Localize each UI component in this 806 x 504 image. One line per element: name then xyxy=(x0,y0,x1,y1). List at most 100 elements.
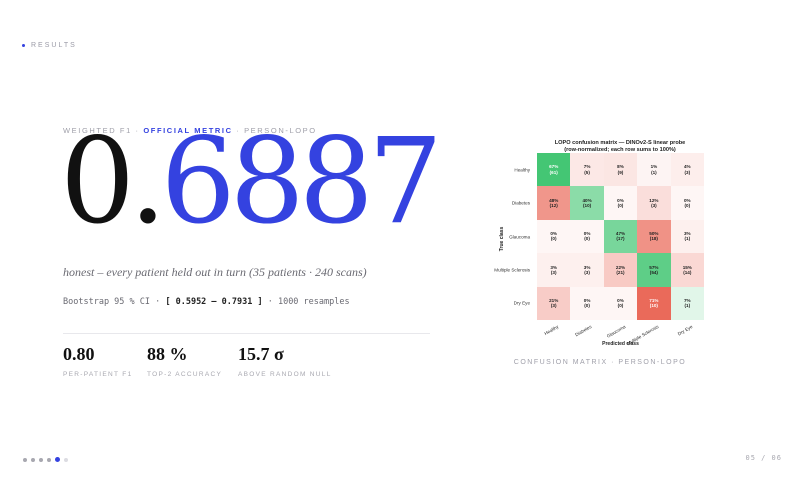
stat-value: 15.7 σ xyxy=(238,344,284,364)
cm-row-label: Dry Eye xyxy=(513,300,530,306)
pager-dot[interactable] xyxy=(55,457,60,462)
pager-dot[interactable] xyxy=(31,457,35,462)
cm-cell-error: 1% (1) xyxy=(637,153,671,187)
cm-cell-error: 48% (12) xyxy=(537,186,571,220)
cm-cell-percent: 8% xyxy=(617,164,624,170)
cm-cell-error: 15% (14) xyxy=(670,253,704,287)
stat-value: 0.80 xyxy=(63,344,95,364)
cm-caption: CONFUSION MATRIX · PERSON-LOPO xyxy=(513,359,687,366)
cm-col-label: Diabetes xyxy=(574,324,593,338)
cm-row-label: Healthy xyxy=(514,167,530,173)
cm-cell-count: (5) xyxy=(584,169,590,175)
stat-label: TOP-2 ACCURACY xyxy=(147,371,223,378)
cm-cell-count: (3) xyxy=(550,303,557,309)
cm-cell-count: (0) xyxy=(584,236,590,242)
cm-cell-percent: 48% xyxy=(549,197,559,203)
stat-label: ABOVE RANDOM NULL xyxy=(238,371,332,378)
cm-col-label: Glaucoma xyxy=(605,324,627,339)
cm-cell-percent: 57% xyxy=(649,264,659,270)
cm-cell-percent: 3% xyxy=(683,231,691,237)
cm-cell-count: (0) xyxy=(617,303,624,309)
cm-cell-count: (3) xyxy=(684,169,691,175)
pager-dot[interactable] xyxy=(64,457,68,462)
cm-cell-error: 0% (0) xyxy=(603,286,638,320)
cm-cell-percent: 1% xyxy=(650,164,658,170)
cm-cell-count: (14) xyxy=(683,269,692,275)
stat-value: 88 % xyxy=(147,344,188,364)
pager-dot[interactable] xyxy=(23,457,27,462)
cm-cell-error: 8% (9) xyxy=(603,153,638,187)
cm-cell-count: (12) xyxy=(549,203,558,209)
cm-cell-count: (21) xyxy=(616,269,625,275)
cm-cell-count: (3) xyxy=(550,269,557,275)
cm-cell-error: 50% (18) xyxy=(637,219,671,254)
cm-cell-percent: 0% xyxy=(583,231,591,237)
cm-title-line1: LOPO confusion matrix — DINOv2-S linear … xyxy=(554,140,686,146)
cm-cell-error: 0% (0) xyxy=(570,286,604,320)
cm-cell-error: 0% (0) xyxy=(603,186,638,220)
cm-cell-error: 0% (0) xyxy=(537,219,571,254)
cm-cell-percent: 15% xyxy=(682,264,692,270)
stat-label: PER-PATIENT F1 xyxy=(63,371,133,378)
eyebrow-metric: WEIGHTED F1 · xyxy=(63,126,140,135)
cm-cell-percent: 67% xyxy=(549,164,559,170)
cm-cell-count: (0) xyxy=(550,236,557,242)
cm-cell-correct: 40% (10) xyxy=(570,186,604,220)
confusion-matrix: 67% (61) 7% (5) 8% (9) 1% (1) 4% (3) 48% (12) 40% (10… xyxy=(537,153,704,320)
cm-cell-percent: 12% xyxy=(649,197,659,203)
cm-cell-correct: 7% (1) xyxy=(670,286,704,320)
metric-note: honest – every patient held out in turn … xyxy=(63,265,367,279)
divider xyxy=(63,333,430,334)
cm-col-label: Dry Eye xyxy=(676,324,694,337)
cm-cell-correct: 47% (17) xyxy=(603,219,638,254)
cm-cell-percent: 71% xyxy=(649,298,659,304)
bullet-icon xyxy=(22,44,25,47)
cm-cell-percent: 3% xyxy=(583,264,591,270)
cm-cell-error: 0% (0) xyxy=(670,186,704,220)
cm-cell-count: (0) xyxy=(617,203,624,209)
cm-cell-count: (1) xyxy=(684,303,691,309)
cm-cell-count: (1) xyxy=(684,236,691,242)
cm-cell-count: (3) xyxy=(584,269,590,275)
cm-cell-correct: 57% (54) xyxy=(637,253,671,287)
cm-cell-count: (17) xyxy=(616,236,625,242)
cm-cell-count: (9) xyxy=(617,169,624,175)
confusion-matrix-title: LOPO confusion matrix — DINOv2-S linear … xyxy=(500,140,740,153)
cm-x-axis-label: Predicted class xyxy=(602,341,639,347)
cm-cell-percent: 0% xyxy=(683,197,691,203)
cm-cell-percent: 4% xyxy=(683,164,691,170)
cm-cell-percent: 22% xyxy=(615,264,626,270)
stat-above-null: 15.7 σ ABOVE RANDOM NULL xyxy=(238,344,332,378)
page-number: 05 / 06 xyxy=(745,454,782,462)
cm-cell-percent: 0% xyxy=(617,197,624,203)
pager-dot[interactable] xyxy=(39,457,43,462)
cm-cell-error: 0% (0) xyxy=(570,219,604,254)
cm-cell-count: (3) xyxy=(651,203,657,209)
metric-eyebrow: WEIGHTED F1 · OFFICIAL METRIC · PERSON-L… xyxy=(63,126,317,135)
cm-cell-percent: 0% xyxy=(617,298,624,304)
cm-cell-count: (54) xyxy=(649,269,658,275)
eyebrow-protocol: · PERSON-LOPO xyxy=(236,126,317,135)
cm-cell-percent: 21% xyxy=(549,298,559,304)
cm-cell-count: (61) xyxy=(549,169,558,175)
cm-cell-error: 3% (3) xyxy=(537,253,571,287)
cm-cell-error: 3% (3) xyxy=(570,253,604,287)
pager-dot[interactable] xyxy=(47,457,51,462)
cm-row-label: Diabetes xyxy=(511,200,530,206)
cm-cell-correct: 67% (61) xyxy=(537,153,571,187)
cm-cell-count: (0) xyxy=(684,203,691,209)
section-title: RESULTS xyxy=(31,42,77,49)
cm-y-axis-label: True class xyxy=(499,226,506,252)
cm-cell-percent: 47% xyxy=(615,231,626,237)
cm-cell-error: 7% (5) xyxy=(570,153,604,187)
cm-cell-percent: 7% xyxy=(683,298,691,304)
cm-cell-percent: 7% xyxy=(583,164,591,170)
cm-cell-error: 4% (3) xyxy=(670,153,704,187)
cm-cell-count: (10) xyxy=(583,203,592,209)
confidence-interval: Bootstrap 95 % CI · [ 0.5952 – 0.7931 ] … xyxy=(63,297,350,307)
cm-cell-count: (18) xyxy=(649,236,658,242)
headline-integer: 0. xyxy=(60,112,167,250)
ci-interval: [ 0.5952 – 0.7931 ] xyxy=(165,297,263,307)
cm-cell-count: (0) xyxy=(584,303,590,309)
headline-metric: 0.6887 xyxy=(60,122,443,240)
